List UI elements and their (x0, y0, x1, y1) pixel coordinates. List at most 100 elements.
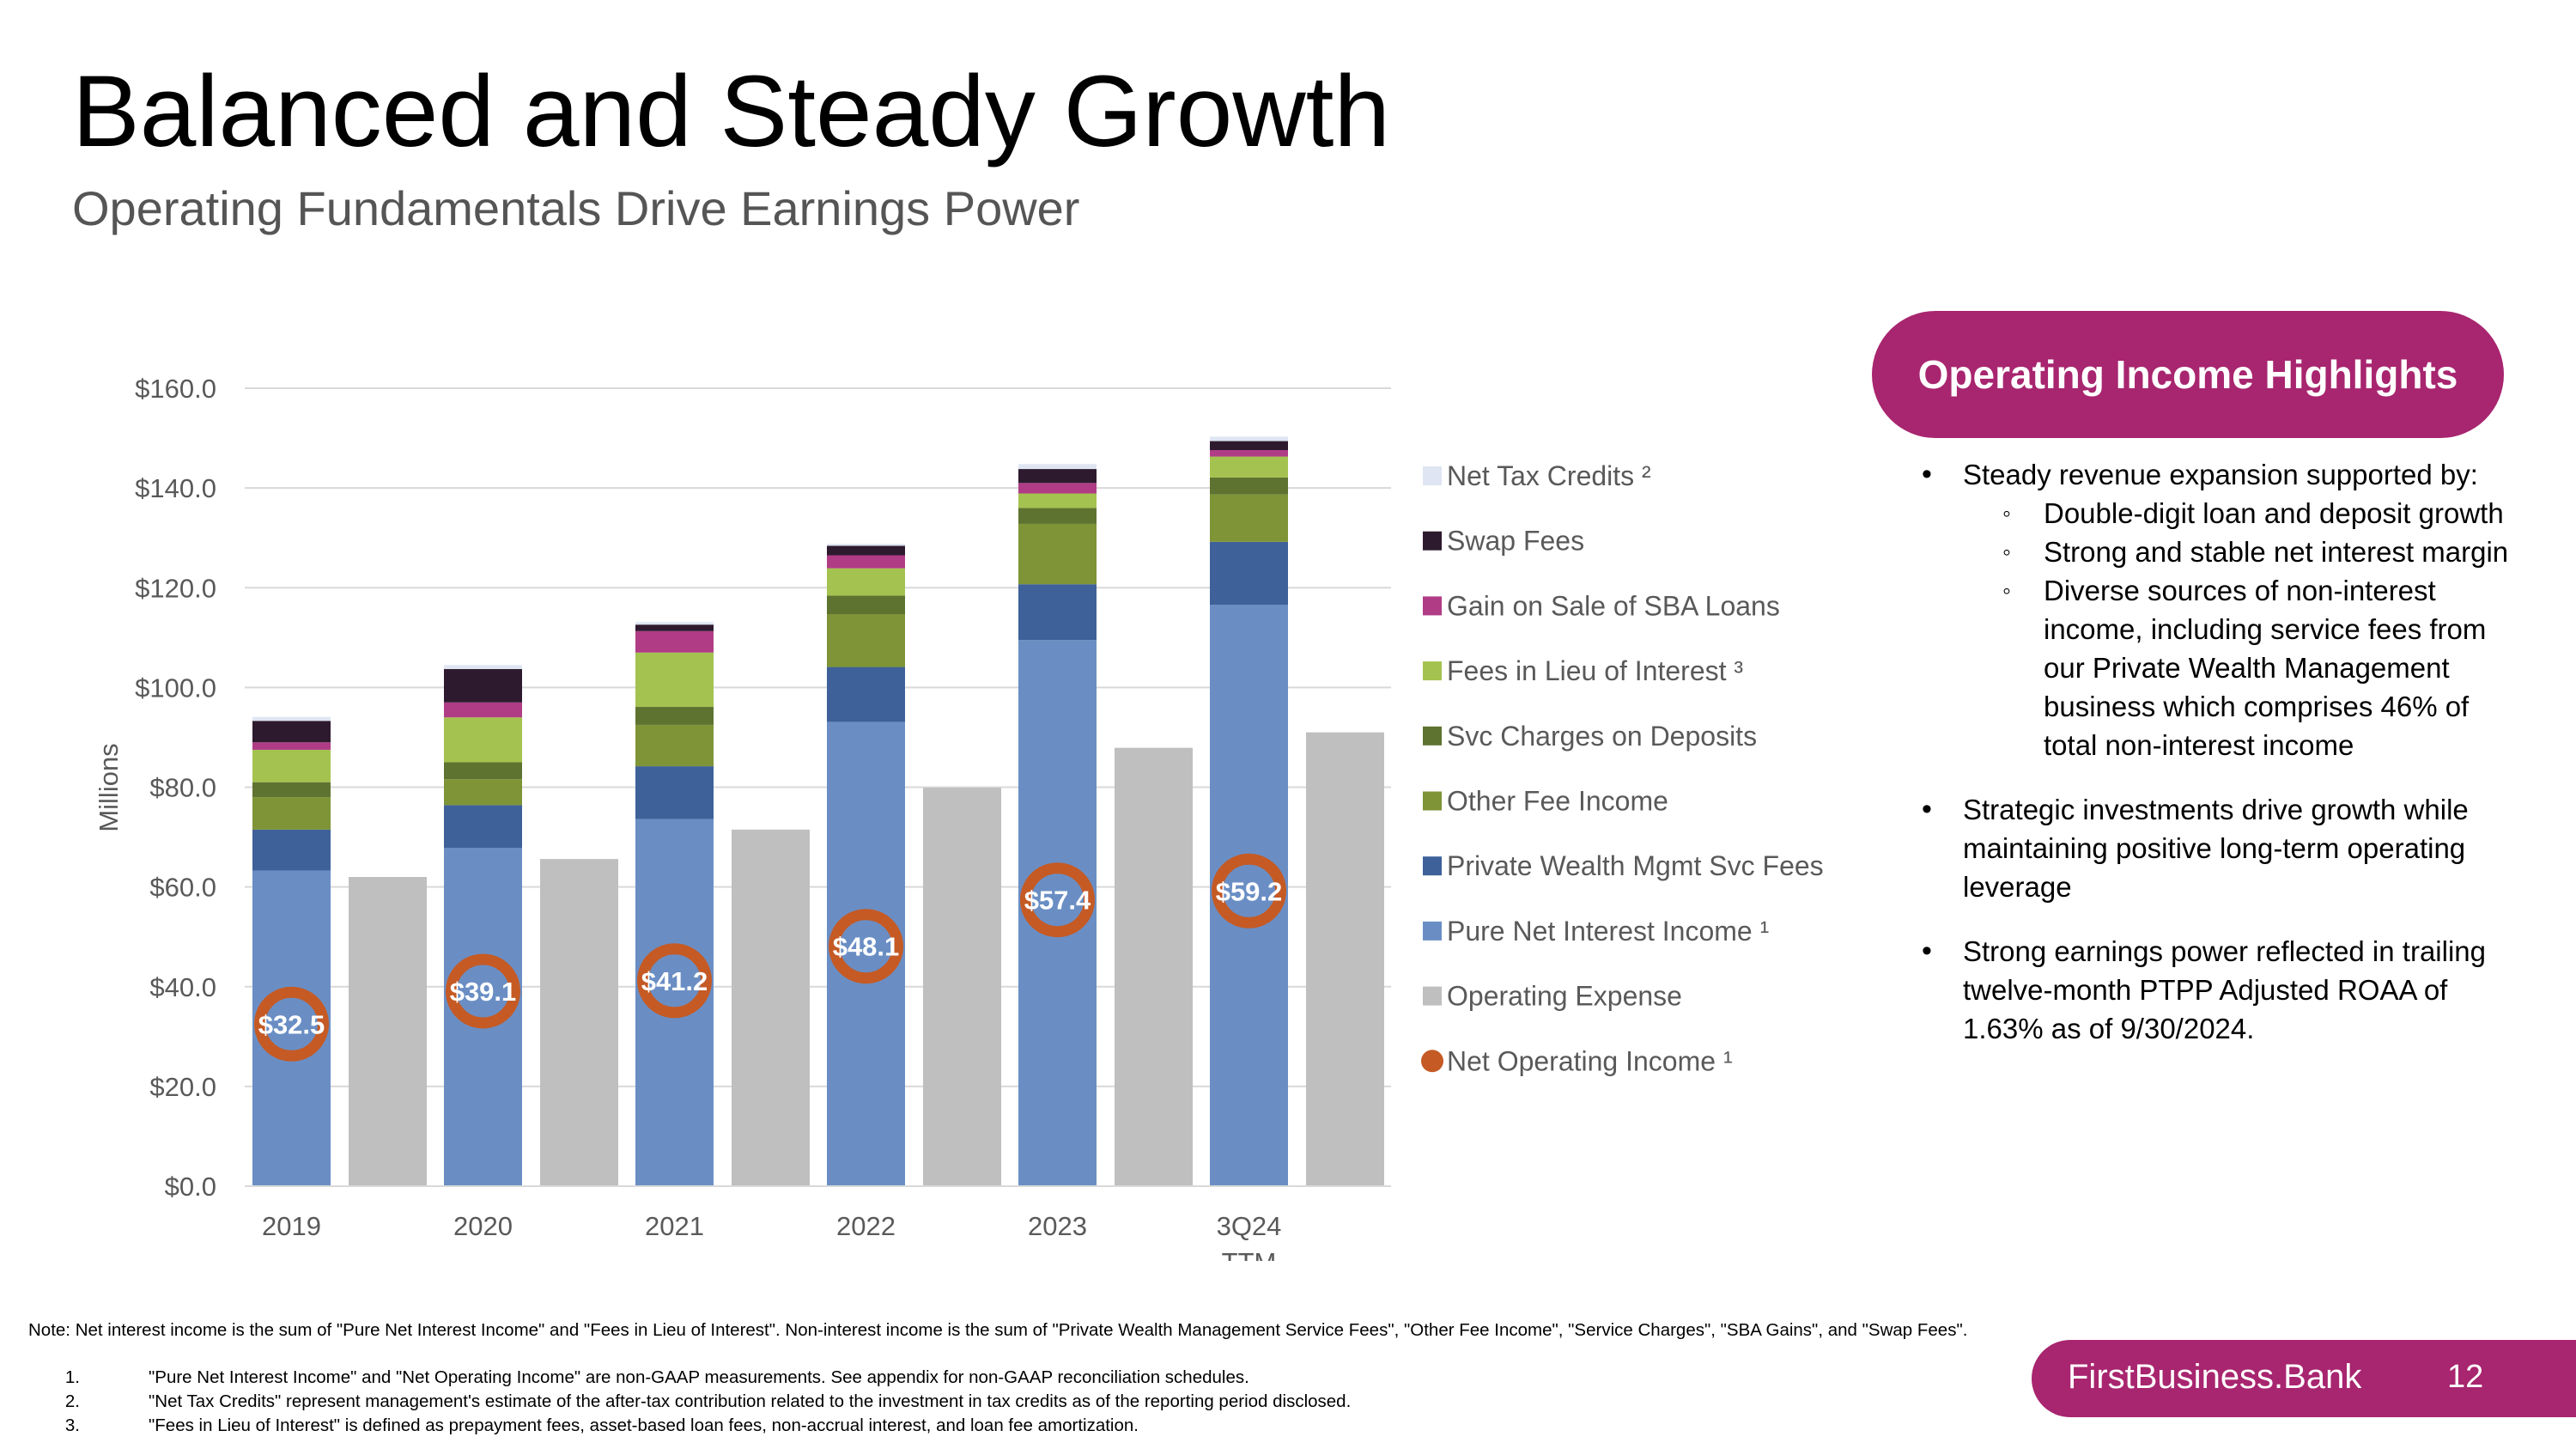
legend-label: Gain on Sale of SBA Loans (1447, 590, 1780, 621)
legend-label: Swap Fees (1447, 526, 1584, 557)
bar-segment (827, 667, 905, 722)
bar-segment (827, 568, 905, 596)
net-operating-income-marker (637, 943, 712, 1019)
legend-swatch (1421, 1050, 1443, 1073)
bar-segment (635, 652, 714, 708)
bar-segment (252, 797, 331, 830)
brand-logo: FirstBusiness.Bank (2068, 1358, 2362, 1396)
bar-segment (1210, 441, 1288, 450)
bar-segment (444, 665, 522, 669)
y-tick-label: $100.0 (135, 673, 216, 703)
bar-segment (252, 749, 331, 782)
highlight-bullet: Steady revenue expansion supported by: D… (1922, 455, 2530, 764)
highlight-subitem: Diverse sources of non-interest income, … (2002, 571, 2530, 764)
legend-label: Other Fee Income (1447, 786, 1668, 817)
y-tick-label: $120.0 (135, 573, 216, 603)
bar-segment (1018, 523, 1097, 585)
bar-segment (827, 545, 905, 556)
net-operating-income-marker (1020, 862, 1095, 938)
bar-segment (635, 707, 714, 725)
operating-expense-bar (540, 859, 618, 1186)
highlight-sublist: Double-digit loan and deposit growth Str… (1963, 494, 2530, 764)
bar-segment (1018, 493, 1097, 508)
y-axis-title: Millions (94, 743, 124, 831)
data-label: $39.1 (450, 977, 517, 1007)
legend-swatch (1423, 661, 1442, 681)
legend-label: Net Tax Credits ² (1447, 460, 1651, 491)
footnote-note: Note: Net interest income is the sum of … (28, 1320, 1968, 1340)
footnote-text: "Fees in Lieu of Interest" is defined as… (149, 1416, 1139, 1435)
operating-expense-bar (1306, 732, 1384, 1186)
legend-swatch (1423, 726, 1442, 746)
highlight-bullet: Strategic investments drive growth while… (1922, 790, 2530, 906)
highlight-subitem: Strong and stable net interest margin (2002, 533, 2530, 571)
bar-segment (635, 766, 714, 819)
bar-segment (444, 848, 522, 1186)
highlights-list: Steady revenue expansion supported by: D… (1922, 455, 2530, 1074)
bar-segment (252, 829, 331, 871)
x-tick-label: 2023 (1028, 1211, 1087, 1241)
net-operating-income-marker (254, 986, 329, 1062)
bar-segment (252, 716, 331, 721)
bar-segment (1018, 508, 1097, 524)
bar-segment (444, 805, 522, 849)
highlight-subitem: Double-digit loan and deposit growth (2002, 494, 2530, 533)
operating-expense-bar (349, 877, 427, 1186)
net-operating-income-marker (446, 953, 520, 1029)
bar-segment (1210, 477, 1288, 495)
operating-expense-bar (923, 788, 1001, 1186)
bar-segment (827, 614, 905, 667)
legend-label: Svc Charges on Deposits (1447, 721, 1757, 752)
highlight-text: Steady revenue expansion supported by: (1963, 459, 2478, 490)
page-title: Balanced and Steady Growth (72, 55, 1390, 168)
bar-segment (1210, 456, 1288, 478)
legend-label: Operating Expense (1447, 981, 1682, 1012)
legend-swatch (1423, 791, 1442, 811)
net-operating-income-marker (1212, 853, 1286, 928)
bar-segment (252, 721, 331, 743)
data-label: $32.5 (258, 1009, 325, 1039)
y-tick-label: $0.0 (165, 1172, 216, 1202)
highlight-bullet: Strong earnings power reflected in trail… (1922, 932, 2530, 1048)
page-number: 12 (2447, 1359, 2484, 1395)
operating-expense-bar (732, 829, 810, 1186)
x-tick-label: 2020 (453, 1211, 513, 1241)
net-operating-income-marker (829, 909, 903, 984)
x-tick-label: 2021 (645, 1211, 704, 1241)
bar-segment (635, 724, 714, 767)
legend-swatch (1423, 921, 1442, 941)
x-tick-label: 2019 (262, 1211, 321, 1241)
brand-footer: FirstBusiness.Bank 12 (2032, 1340, 2576, 1417)
bar-segment (444, 762, 522, 780)
legend-swatch (1423, 596, 1442, 616)
bar-segment (1018, 464, 1097, 470)
bar-segment (444, 779, 522, 806)
bar-segment (444, 717, 522, 763)
data-label: $48.1 (833, 932, 900, 962)
label-clip-mask (1116, 1261, 1460, 1263)
legend-label: Private Wealth Mgmt Svc Fees (1447, 850, 1824, 881)
bar-segment (1210, 541, 1288, 605)
legend-swatch (1423, 986, 1442, 1006)
bar-segment (1018, 584, 1097, 641)
bar-segment (1210, 449, 1288, 457)
operating-expense-bar (1115, 747, 1193, 1186)
legend-label: Fees in Lieu of Interest ³ (1447, 655, 1743, 686)
y-tick-label: $40.0 (149, 972, 216, 1002)
legend-label: Pure Net Interest Income ¹ (1447, 916, 1769, 947)
legend-label: Net Operating Income ¹ (1447, 1045, 1733, 1076)
legend-swatch (1423, 531, 1442, 551)
highlights-heading: Operating Income Highlights (1872, 311, 2504, 438)
footnote-number: 2. (64, 1391, 80, 1411)
legend-swatch (1423, 856, 1442, 876)
bar-segment (1210, 436, 1288, 441)
bar-segment (827, 555, 905, 569)
x-tick-label: TTM (1222, 1247, 1277, 1263)
page-subtitle: Operating Fundamentals Drive Earnings Po… (72, 181, 1080, 235)
bar-segment (444, 668, 522, 703)
y-tick-label: $80.0 (149, 773, 216, 803)
operating-income-chart: $0.0 $20.0 $40.0 $60.0 $80.0 $100.0 $120.0 $140… (94, 374, 1824, 1263)
bar-segment (635, 630, 714, 653)
bar-segment (252, 782, 331, 798)
footnote-number: 3. (64, 1416, 80, 1435)
